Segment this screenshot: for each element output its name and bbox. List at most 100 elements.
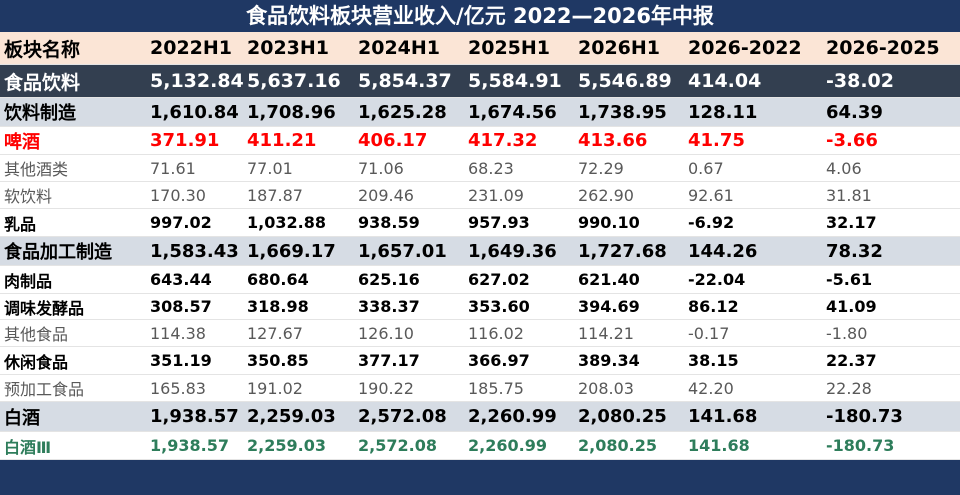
cell-value: 41.09 <box>826 297 877 316</box>
cell-value: 1,649.36 <box>468 240 557 262</box>
cell-value: 2,260.99 <box>468 406 557 427</box>
cell-value: -180.73 <box>826 436 895 455</box>
cell-value: 22.28 <box>826 378 872 398</box>
cell-value: 2023H1 <box>247 37 330 59</box>
cell-value: 938.59 <box>358 213 420 232</box>
table-row: 软饮料 170.30 187.87 209.46 231.09 262.90 92.61 31… <box>0 182 960 209</box>
cell-value: 350.85 <box>247 351 309 370</box>
cell-value: 31.81 <box>826 185 872 205</box>
footer-band <box>0 460 960 495</box>
cell-value: 394.69 <box>578 297 640 316</box>
cell-value: -38.02 <box>826 70 894 92</box>
table-row: 白酒Ⅲ 1,938.57 2,259.03 2,572.08 2,260.99 2,080… <box>0 432 960 460</box>
cell-value: -3.66 <box>826 130 878 151</box>
cell-value: 2,572.08 <box>358 406 447 427</box>
row-label: 食品加工制造 <box>4 242 112 263</box>
row-label: 预加工食品 <box>4 380 85 399</box>
cell-value: 414.04 <box>688 70 762 92</box>
cell-value: 208.03 <box>578 378 634 398</box>
cell-value: 318.98 <box>247 297 309 316</box>
cell-value: 0.67 <box>688 158 724 178</box>
cell-value: 86.12 <box>688 297 739 316</box>
cell-value: 680.64 <box>247 270 309 289</box>
cell-value: 2,260.99 <box>468 436 547 455</box>
cell-value: 92.61 <box>688 185 734 205</box>
cell-value: 625.16 <box>358 270 420 289</box>
cell-value: 621.40 <box>578 270 640 289</box>
table-row: 白酒 1,938.57 2,259.03 2,572.08 2,260.99 2,080.… <box>0 402 960 432</box>
cell-value: -22.04 <box>688 270 746 289</box>
cell-value: 1,708.96 <box>247 101 336 123</box>
cell-value: 128.11 <box>688 101 758 123</box>
cell-value: 1,625.28 <box>358 101 447 123</box>
cell-value: 1,738.95 <box>578 101 667 123</box>
row-label: 白酒 <box>4 407 40 429</box>
cell-value: 1,674.56 <box>468 101 557 123</box>
cell-value: 141.68 <box>688 406 758 427</box>
row-label: 软饮料 <box>4 187 53 206</box>
cell-value: 2026-2025 <box>826 37 940 59</box>
row-label: 肉制品 <box>4 271 53 291</box>
table-row: 其他食品 114.38 127.67 126.10 116.02 114.21 -0.17 -… <box>0 320 960 347</box>
cell-value: 32.17 <box>826 213 877 232</box>
cell-value: 42.20 <box>688 378 734 398</box>
table-row: 肉制品 643.44 680.64 625.16 627.02 621.40 -22.04 -… <box>0 266 960 294</box>
cell-value: 191.02 <box>247 378 303 398</box>
row-label: 白酒Ⅲ <box>4 437 52 457</box>
table-row: 预加工食品 165.83 191.02 190.22 185.75 208.03 42.20… <box>0 375 960 402</box>
cell-value: 190.22 <box>358 378 414 398</box>
table-row: 食品饮料 5,132.84 5,637.16 5,854.37 5,584.91 5,54… <box>0 65 960 98</box>
cell-value: -180.73 <box>826 406 903 427</box>
cell-value: 144.26 <box>688 240 758 262</box>
row-label: 饮料制造 <box>4 103 76 124</box>
cell-value: -1.80 <box>826 323 868 343</box>
cell-value: 308.57 <box>150 297 212 316</box>
cell-value: 114.21 <box>578 323 634 343</box>
cell-value: 64.39 <box>826 101 883 123</box>
cell-value: 2,080.25 <box>578 406 667 427</box>
cell-value: 643.44 <box>150 270 212 289</box>
cell-value: 116.02 <box>468 323 524 343</box>
cell-value: 72.29 <box>578 158 624 178</box>
cell-value: 1,938.57 <box>150 406 239 427</box>
cell-value: 1,938.57 <box>150 436 229 455</box>
row-label: 休闲食品 <box>4 352 69 372</box>
cell-value: 338.37 <box>358 297 420 316</box>
cell-value: 1,032.88 <box>247 213 326 232</box>
cell-value: 209.46 <box>358 185 414 205</box>
cell-value: 2025H1 <box>468 37 551 59</box>
cell-value: 5,637.16 <box>247 70 341 92</box>
cell-value: 351.19 <box>150 351 212 370</box>
cell-value: 5,584.91 <box>468 70 562 92</box>
cell-value: 165.83 <box>150 378 206 398</box>
cell-value: 2022H1 <box>150 37 233 59</box>
cell-value: 1,657.01 <box>358 240 447 262</box>
cell-value: 371.91 <box>150 130 220 151</box>
cell-value: 627.02 <box>468 270 530 289</box>
table-row: 休闲食品 351.19 350.85 377.17 366.97 389.34 38.15 2… <box>0 347 960 375</box>
cell-value: 38.15 <box>688 351 739 370</box>
table-row: 食品加工制造 1,583.43 1,669.17 1,657.01 1,649.36 1,… <box>0 237 960 266</box>
cell-value: 77.01 <box>247 158 293 178</box>
cell-value: 366.97 <box>468 351 530 370</box>
table-row: 调味发酵品 308.57 318.98 338.37 353.60 394.69 86.12… <box>0 294 960 320</box>
table-row: 乳品 997.02 1,032.88 938.59 957.93 990.10 -6.92 3… <box>0 209 960 237</box>
cell-value: 41.75 <box>688 130 745 151</box>
cell-value: 71.06 <box>358 158 404 178</box>
cell-value: 2,572.08 <box>358 436 437 455</box>
cell-value: 262.90 <box>578 185 634 205</box>
cell-value: 5,132.84 <box>150 70 244 92</box>
row-label: 乳品 <box>4 214 37 234</box>
cell-value: 5,854.37 <box>358 70 452 92</box>
cell-value: 353.60 <box>468 297 530 316</box>
cell-value: 187.87 <box>247 185 303 205</box>
cell-value: 141.68 <box>688 436 750 455</box>
cell-value: 78.32 <box>826 240 883 262</box>
cell-value: 170.30 <box>150 185 206 205</box>
cell-value: 2,080.25 <box>578 436 657 455</box>
cell-value: 126.10 <box>358 323 414 343</box>
table-title: 食品饮料板块营业收入/亿元 2022—2026年中报 <box>0 0 960 32</box>
row-label: 其他酒类 <box>4 160 69 179</box>
table-row: 其他酒类 71.61 77.01 71.06 68.23 72.29 0.67 4.06 <box>0 155 960 182</box>
